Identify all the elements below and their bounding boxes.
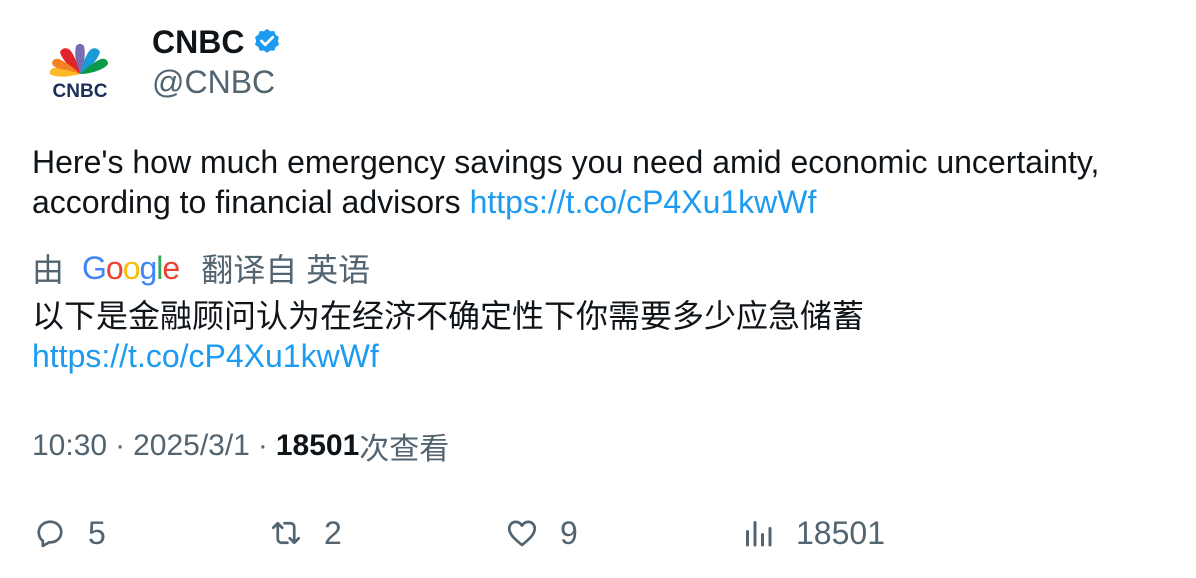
google-logo-letter: o <box>105 249 124 286</box>
like-button[interactable]: 9 <box>504 506 578 560</box>
verified-badge-icon <box>252 27 282 57</box>
retweet-count: 2 <box>324 514 342 551</box>
avatar[interactable]: CNBC <box>32 24 128 120</box>
avatar-text: CNBC <box>53 81 108 102</box>
tweet-time[interactable]: 10:30 <box>32 429 108 462</box>
tweet-link[interactable]: https://t.co/cP4Xu1kwWf <box>469 184 817 220</box>
translation-attribution: 由 Google 翻译自 英语 <box>32 246 370 290</box>
google-logo-letter: o <box>122 249 141 286</box>
like-count: 9 <box>560 514 578 551</box>
google-logo-letter: G <box>82 249 107 286</box>
heart-icon <box>507 520 537 547</box>
views-label: 次查看 <box>359 433 450 466</box>
reply-count: 5 <box>88 514 106 551</box>
google-logo-letter: e <box>162 249 180 286</box>
author-name-row[interactable]: CNBC <box>152 24 282 60</box>
analytics-icon <box>746 521 772 547</box>
tweet-actions: 5 2 9 18501 <box>0 506 1196 560</box>
reply-icon <box>37 520 63 548</box>
translated-by-label: 由 <box>32 252 65 288</box>
google-logo-letter: g <box>139 249 158 286</box>
author-handle[interactable]: @CNBC <box>152 64 276 100</box>
reply-button[interactable]: 5 <box>32 506 106 560</box>
google-logo[interactable]: Google <box>82 249 180 287</box>
author-display-name[interactable]: CNBC <box>152 23 245 60</box>
meta-separator: · <box>257 429 268 462</box>
meta-separator: · <box>115 429 126 462</box>
retweet-icon <box>271 521 301 545</box>
translated-link[interactable]: https://t.co/cP4Xu1kwWf <box>32 338 379 374</box>
translated-body: 以下是金融顾问认为在经济不确定性下你需要多少应急储蓄 <box>32 298 865 334</box>
tweet-meta: 10:30 · 2025/3/1 · 18501 次查看 <box>32 424 449 468</box>
translated-text: 以下是金融顾问认为在经济不确定性下你需要多少应急储蓄 https://t.co/… <box>32 296 1162 376</box>
tweet-date[interactable]: 2025/3/1 <box>133 429 250 462</box>
retweet-button[interactable]: 2 <box>268 506 342 560</box>
translated-from-label: 翻译自 英语 <box>201 252 371 288</box>
views-action-count: 18501 <box>796 514 885 551</box>
tweet-text: Here's how much emergency savings you ne… <box>32 142 1162 222</box>
tweet-body: Here's how much emergency savings you ne… <box>32 144 1100 220</box>
views-button[interactable]: 18501 <box>740 506 885 560</box>
google-logo-letter: l <box>156 249 163 286</box>
views-count: 18501 <box>275 429 360 462</box>
cnbc-peacock-logo: CNBC <box>49 43 108 102</box>
